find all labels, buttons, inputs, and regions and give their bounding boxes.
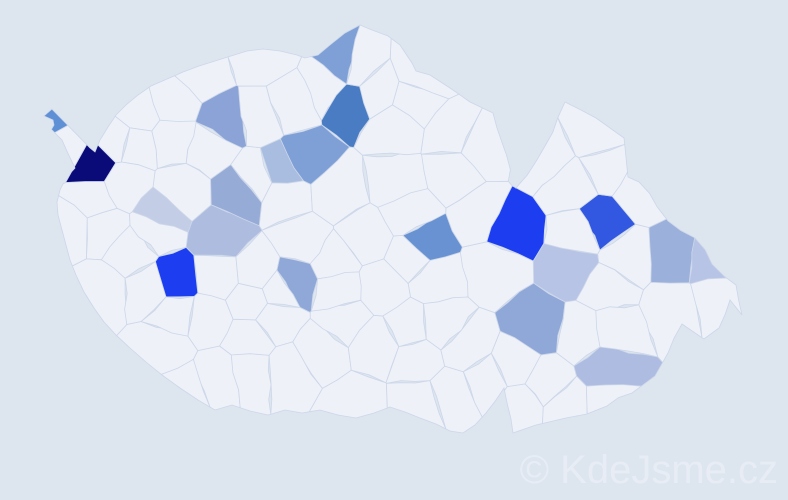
- svg-text:© KdeJsme.cz: © KdeJsme.cz: [520, 448, 778, 492]
